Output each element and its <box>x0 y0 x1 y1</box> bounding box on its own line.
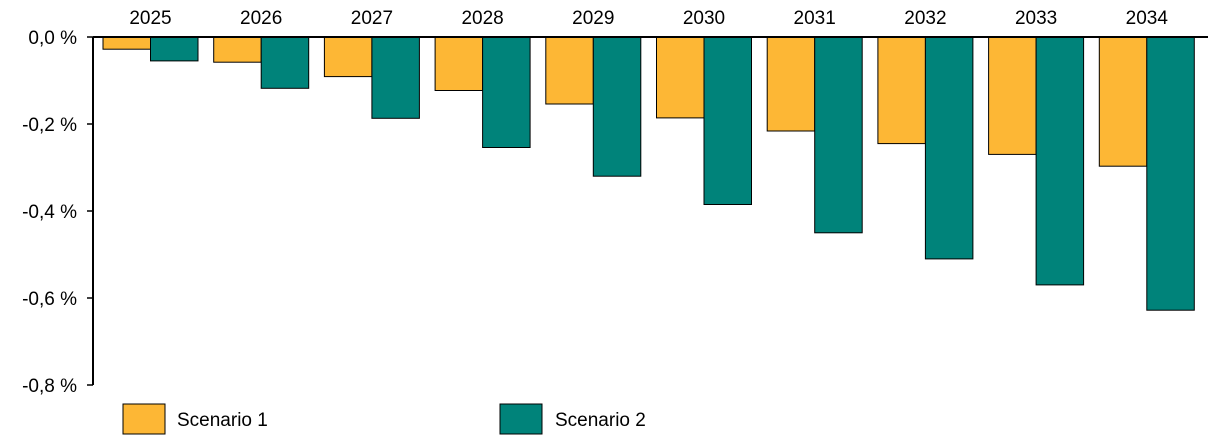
legend-swatch-scenario-2 <box>499 403 543 435</box>
y-tick-label: 0,0 % <box>28 28 77 49</box>
bar-scenario-2-2025 <box>150 36 199 62</box>
y-tick-label: -0,8 % <box>22 376 77 397</box>
x-tick-label-2026: 2026 <box>240 8 282 29</box>
x-tick-label-2027: 2027 <box>351 8 393 29</box>
bar-scenario-1-2032 <box>877 36 926 145</box>
x-tick-label-2034: 2034 <box>1126 8 1169 29</box>
bar-scenario-1-2028 <box>434 36 484 91</box>
bar-scenario-1-2029 <box>545 36 594 105</box>
x-tick-label-2029: 2029 <box>572 8 614 29</box>
x-tick-label-2025: 2025 <box>129 8 171 29</box>
bar-scenario-2-2034 <box>1146 36 1195 311</box>
bars-layer <box>102 36 1195 311</box>
bar-scenario-1-2026 <box>213 36 262 63</box>
x-tick-label-2030: 2030 <box>683 8 725 29</box>
y-tick-label: -0,6 % <box>22 289 77 310</box>
bar-scenario-2-2032 <box>924 36 974 260</box>
x-tick-label-2032: 2032 <box>904 8 946 29</box>
bar-scenario-1-2033 <box>988 36 1037 155</box>
legend-swatch-scenario-1 <box>122 403 166 435</box>
bar-scenario-1-2030 <box>656 36 705 119</box>
y-tick-label: -0,2 % <box>22 115 77 136</box>
bar-scenario-2-2030 <box>703 36 752 205</box>
bar-scenario-1-2031 <box>766 36 816 132</box>
bar-scenario-2-2028 <box>482 36 531 148</box>
bar-scenario-2-2033 <box>1035 36 1085 286</box>
axes-layer <box>87 36 1208 386</box>
x-tick-label-2033: 2033 <box>1015 8 1057 29</box>
bar-scenario-2-2029 <box>592 36 642 177</box>
bar-scenario-1-2034 <box>1098 36 1148 167</box>
legend-label-scenario-1: Scenario 1 <box>177 410 268 431</box>
y-tick-labels: 0,0 % -0,2 % -0,4 % -0,6 % -0,8 % <box>22 28 77 397</box>
bar-scenario-1-2027 <box>323 36 373 78</box>
x-tick-label-2031: 2031 <box>794 8 836 29</box>
bar-scenario-2-2027 <box>371 36 420 119</box>
x-tick-labels: 2025 2026 2027 2028 2029 2030 2031 2032 2033 2034 <box>129 8 1168 29</box>
x-tick-label-2028: 2028 <box>461 8 503 29</box>
legend: Scenario 1 Scenario 2 <box>122 403 646 435</box>
legend-label-scenario-2: Scenario 2 <box>555 410 646 431</box>
bar-scenario-2-2031 <box>814 36 863 234</box>
y-tick-label: -0,4 % <box>22 202 77 223</box>
bar-scenario-1-2025 <box>102 36 151 50</box>
bar-scenario-2-2026 <box>260 36 310 89</box>
